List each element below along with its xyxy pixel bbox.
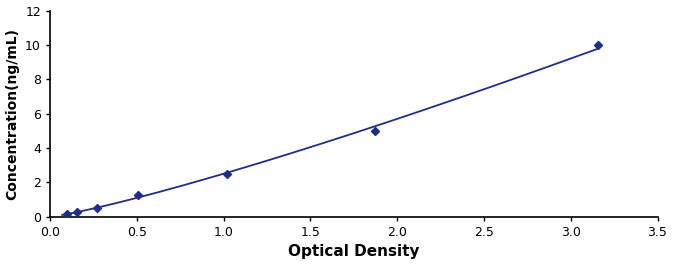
X-axis label: Optical Density: Optical Density xyxy=(288,244,419,259)
Y-axis label: Concentration(ng/mL): Concentration(ng/mL) xyxy=(5,28,20,200)
